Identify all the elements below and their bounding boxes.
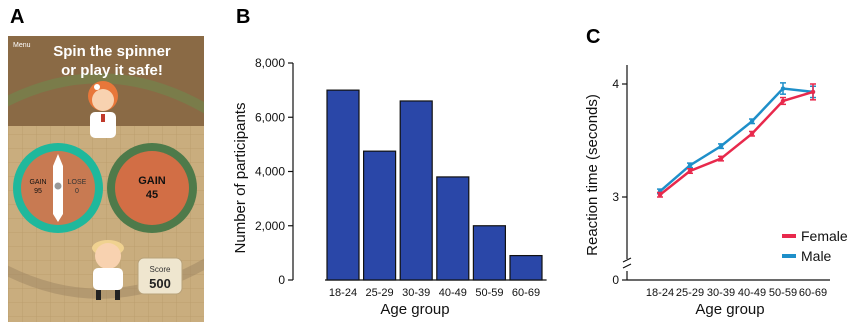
decorative-arc-lower: [8, 258, 204, 299]
safe-gain-label: GAIN: [138, 175, 166, 187]
bar-chart: Number of participants Age group 0 2,000 4…: [232, 56, 547, 318]
line-chart-x-tick-label: 50-59: [769, 287, 797, 299]
line-chart-y-tick-label: 0: [612, 273, 619, 287]
bar-chart-x-tick-label: 40-49: [439, 287, 467, 299]
spinner-gain-label: GAIN: [29, 179, 46, 186]
point-male: [749, 119, 755, 124]
point-male: [718, 143, 724, 149]
bar-chart-x-tick-label: 30-39: [402, 287, 430, 299]
panel-label-c: C: [586, 26, 601, 48]
bar-30-39: [399, 100, 433, 281]
axis-break-mark: [622, 257, 632, 269]
bar-chart-y-tick-label: 2,000: [255, 219, 285, 233]
bar-50-59: [472, 225, 506, 281]
bar-40-49: [436, 176, 470, 281]
headline-line1: Spin the spinner: [53, 43, 171, 60]
series-line-male: [659, 87, 814, 193]
line-chart: Reaction time (seconds) Age group 0 3 4 18-…: [584, 65, 848, 318]
line-chart-x-tick-label: 18-24: [646, 287, 674, 299]
line-chart-y-tick-label: 3: [612, 190, 619, 204]
bar-chart-x-tick-label: 18-24: [329, 287, 357, 299]
bar-18-24: [326, 89, 360, 281]
line-chart-y-axis-label: Reaction time (seconds): [584, 94, 601, 256]
spinner-option[interactable]: GAIN 95 LOSE 0: [13, 143, 103, 233]
spinner-lose-value: 0: [75, 188, 79, 195]
headline-line2: or play it safe!: [61, 62, 163, 79]
character-bottom: [92, 240, 124, 300]
bar-chart-y-tick-label: 0: [278, 273, 285, 287]
point-female: [810, 89, 816, 95]
bar-chart-x-axis-label: Age group: [380, 301, 449, 318]
point-female: [657, 192, 663, 197]
safe-option[interactable]: GAIN 45: [107, 143, 197, 233]
spinner-gain-value: 95: [34, 188, 42, 195]
panel-label-a: A: [10, 6, 25, 28]
line-chart-x-tick-label: 30-39: [707, 287, 735, 299]
bar-chart-x-tick-label: 60-69: [512, 287, 540, 299]
safe-gain-value: 45: [146, 189, 158, 201]
panel-label-b: B: [236, 6, 251, 28]
line-chart-x-tick-label: 60-69: [799, 287, 827, 299]
bar-chart-y-tick-label: 6,000: [255, 110, 285, 124]
bar-chart-y-tick-label: 8,000: [255, 56, 285, 70]
bar-60-69: [509, 254, 543, 281]
game-screenshot: Menu Spin the spinner or play it safe! G…: [8, 36, 204, 322]
score-label: Score: [150, 265, 171, 274]
bar-chart-x-tick-label: 50-59: [475, 287, 503, 299]
score-value: 500: [149, 276, 171, 291]
line-chart-x-tick-label: 40-49: [738, 287, 766, 299]
score-box: Score 500: [137, 257, 183, 295]
legend-female-label: Female: [801, 228, 848, 244]
line-chart-y-tick-label: 4: [612, 77, 619, 91]
bar-chart-y-axis-label: Number of participants: [232, 103, 249, 254]
point-male: [687, 163, 693, 168]
point-male: [780, 86, 786, 91]
bar-25-29: [363, 150, 397, 281]
point-female: [780, 98, 786, 104]
bar-chart-y-tick-label: 4,000: [255, 165, 285, 179]
spinner-lose-label: LOSE: [68, 179, 87, 186]
line-chart-x-axis-label: Age group: [695, 301, 764, 318]
line-chart-x-tick-label: 25-29: [676, 287, 704, 299]
bar-chart-x-tick-label: 25-29: [366, 287, 394, 299]
legend-male-label: Male: [801, 248, 832, 264]
point-female: [687, 168, 693, 174]
character-top: [88, 81, 118, 138]
series-line-female: [659, 90, 814, 196]
menu-button[interactable]: Menu: [13, 42, 31, 49]
point-female: [718, 156, 724, 161]
decorative-arc: [8, 73, 204, 114]
point-female: [749, 131, 755, 136]
line-chart-legend: Female Male: [782, 228, 848, 264]
